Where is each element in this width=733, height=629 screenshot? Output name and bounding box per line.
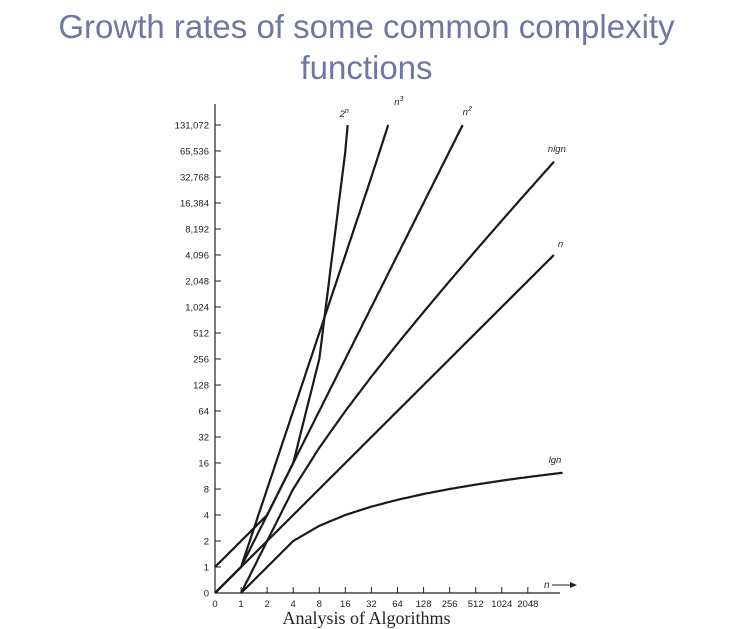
y-tick-label: 4,096 <box>185 251 209 262</box>
x-tick-label: 2 <box>264 599 269 610</box>
y-tick-label: 8,192 <box>185 225 209 236</box>
x-tick-label: 1024 <box>491 599 512 610</box>
y-tick-label: 2 <box>204 537 209 548</box>
x-tick-label: 256 <box>442 599 458 610</box>
slide-title: Growth rates of some common complexity f… <box>0 6 733 88</box>
y-tick-label: 8 <box>204 485 209 496</box>
y-tick-label: 32 <box>198 433 209 444</box>
series-label-two-to-n: 2n <box>339 108 349 120</box>
title-line-2: functions <box>300 49 433 86</box>
y-tick-label: 256 <box>193 355 209 366</box>
x-tick-label: 0 <box>212 599 217 610</box>
x-tick-label: 1 <box>238 599 243 610</box>
slide-footer: Analysis of Algorithms <box>282 608 451 628</box>
y-tick-label: 2,048 <box>185 277 209 288</box>
series-label-n-cubed: n3 <box>394 96 403 108</box>
x-tick-label: 16 <box>340 599 351 610</box>
y-tick-label: 512 <box>193 329 209 340</box>
series-label-n-linear: n <box>558 239 563 250</box>
y-tick-label: 131,072 <box>175 121 209 132</box>
y-tick-label: 1 <box>204 563 209 574</box>
y-tick-label: 32,768 <box>180 173 209 184</box>
y-tick-label: 65,536 <box>180 147 209 158</box>
chart-axes: 012481632641282565121,0242,0484,0968,192… <box>175 104 577 610</box>
series-label-n-squared: n2 <box>463 106 472 118</box>
y-tick-label: 4 <box>204 511 209 522</box>
y-tick-label: 64 <box>198 407 209 418</box>
series-line-log-n <box>240 471 563 594</box>
y-tick-label: 128 <box>193 381 209 392</box>
series-label-n-log-n: nlgn <box>548 144 566 155</box>
x-tick-label: 32 <box>366 599 377 610</box>
x-tick-label: 8 <box>317 599 322 610</box>
title-line-1: Growth rates of some common complexity <box>58 8 675 45</box>
x-tick-label: 4 <box>291 599 296 610</box>
series-line-n-squared <box>214 124 464 594</box>
x-tick-label: 2048 <box>517 599 538 610</box>
series-line-n-log-n <box>240 161 555 594</box>
x-tick-label: 128 <box>416 599 432 610</box>
x-axis-arrow-head <box>570 582 577 588</box>
y-tick-label: 0 <box>204 589 209 600</box>
x-axis-label: n <box>544 580 550 591</box>
series-line-n-cubed <box>214 124 390 594</box>
y-tick-label: 16 <box>198 459 209 470</box>
y-tick-label: 16,384 <box>180 199 209 210</box>
y-tick-label: 1,024 <box>185 303 209 314</box>
series-label-log-n: lgn <box>549 455 562 466</box>
series-line-n-linear <box>214 254 555 594</box>
series-line-two-to-n <box>214 124 349 568</box>
chart-series <box>214 124 563 594</box>
x-tick-label: 64 <box>392 599 403 610</box>
x-tick-label: 512 <box>468 599 484 610</box>
